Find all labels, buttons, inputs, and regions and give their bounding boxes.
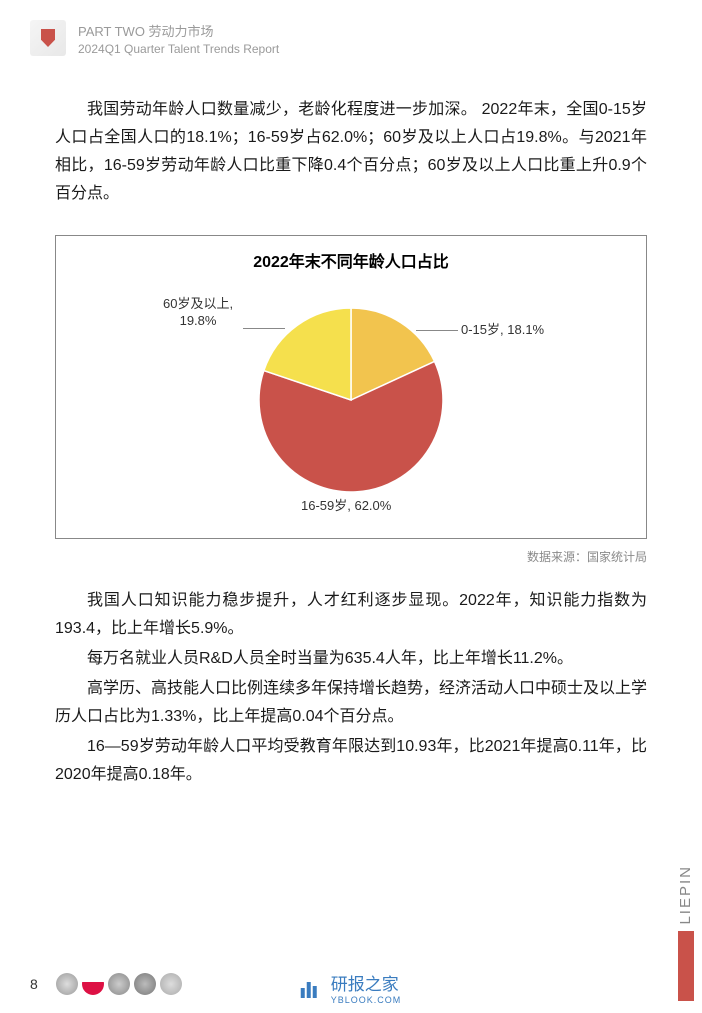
brand-name: LIEPIN bbox=[677, 865, 694, 925]
footer-thumbnails bbox=[56, 973, 182, 995]
chart-title: 2022年末不同年龄人口占比 bbox=[64, 248, 638, 272]
para-4: 高学历、高技能人口比例连续多年保持增长趋势，经济活动人口中硕士及以上学历人口占比… bbox=[55, 675, 647, 731]
pie-label-0-15: 0-15岁, 18.1% bbox=[461, 322, 544, 339]
pie-chart: 0-15岁, 18.1% 16-59岁, 62.0% 60岁及以上,19.8% bbox=[91, 280, 611, 520]
leader-line-2 bbox=[243, 328, 285, 329]
thumb-icon bbox=[108, 973, 130, 995]
thumb-icon bbox=[82, 973, 104, 995]
watermark-chart-icon bbox=[301, 978, 325, 998]
para-2: 我国人口知识能力稳步提升，人才红利逐步显现。2022年，知识能力指数为193.4… bbox=[55, 587, 647, 643]
para-5: 16—59岁劳动年龄人口平均受教育年限达到10.93年，比2021年提高0.11… bbox=[55, 733, 647, 789]
thumb-icon bbox=[160, 973, 182, 995]
header-titles: PART TWO 劳动力市场 2024Q1 Quarter Talent Tre… bbox=[78, 21, 279, 56]
brand-logo bbox=[30, 20, 66, 56]
page-number: 8 bbox=[30, 976, 38, 992]
watermark-textgroup: 研报之家 YBLOOK.COM bbox=[331, 970, 402, 1005]
thumb-icon bbox=[134, 973, 156, 995]
watermark-url: YBLOOK.COM bbox=[331, 995, 402, 1005]
pie-chart-container: 2022年末不同年龄人口占比 0-15岁, 18.1% 16-59岁, 62.0… bbox=[55, 235, 647, 539]
leader-line-0 bbox=[416, 330, 458, 331]
part-title: PART TWO 劳动力市场 bbox=[78, 21, 279, 40]
pie-label-16-59: 16-59岁, 62.0% bbox=[301, 498, 391, 515]
thumb-icon bbox=[56, 973, 78, 995]
watermark-text: 研报之家 bbox=[331, 970, 402, 995]
paragraph-block-1: 我国劳动年龄人口数量减少，老龄化程度进一步加深。 2022年末，全国0-15岁人… bbox=[0, 66, 702, 225]
side-brand: LIEPIN bbox=[677, 865, 694, 1001]
watermark: 研报之家 YBLOOK.COM bbox=[301, 970, 402, 1005]
brand-accent-bar bbox=[678, 931, 694, 1001]
paragraph-block-2: 我国人口知识能力稳步提升，人才红利逐步显现。2022年，知识能力指数为193.4… bbox=[0, 565, 702, 806]
logo-shape bbox=[41, 29, 55, 47]
para-1: 我国劳动年龄人口数量减少，老龄化程度进一步加深。 2022年末，全国0-15岁人… bbox=[55, 96, 647, 208]
chart-source: 数据来源：国家统计局 bbox=[0, 544, 702, 565]
pie-label-60plus: 60岁及以上,19.8% bbox=[163, 296, 233, 330]
page-header: PART TWO 劳动力市场 2024Q1 Quarter Talent Tre… bbox=[0, 0, 702, 66]
para-3: 每万名就业人员R&D人员全时当量为635.4人年，比上年增长11.2%。 bbox=[55, 645, 647, 673]
report-subtitle: 2024Q1 Quarter Talent Trends Report bbox=[78, 42, 279, 56]
